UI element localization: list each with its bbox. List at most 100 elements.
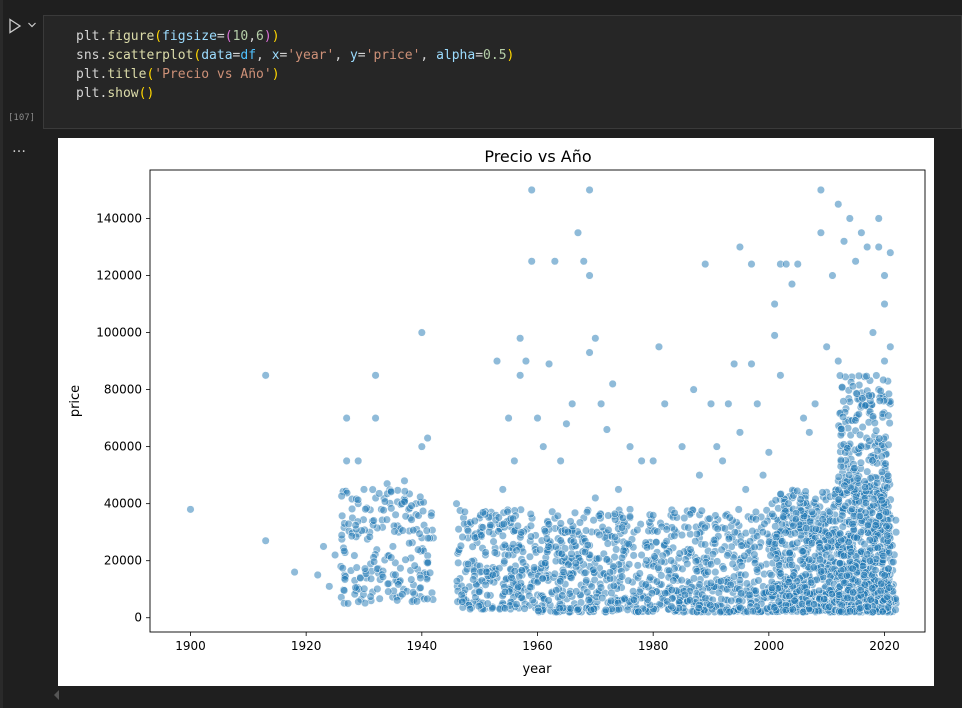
scatter-chart: Precio vs Año 1900 1920 1940 1960 1980 2000 20… (68, 147, 926, 677)
scatter-point (700, 523, 710, 532)
scatter-point (837, 607, 846, 616)
scatter-point (701, 594, 710, 603)
output-menu-button[interactable]: … (12, 140, 27, 156)
scatter-point (344, 519, 353, 528)
scroll-left-icon[interactable] (54, 690, 60, 700)
scatter-point (637, 550, 646, 560)
scatter-point (591, 493, 600, 503)
code-line[interactable]: sns.scatterplot(data=df, x='year', y='pr… (76, 48, 514, 63)
scatter-point (851, 416, 860, 425)
scatter-point (876, 386, 885, 395)
scatter-point (454, 525, 463, 534)
scatter-point (407, 515, 416, 524)
scatter-point (425, 568, 435, 577)
execution-count: [107] (8, 113, 36, 123)
scatter-point (848, 382, 858, 391)
scatter-point (695, 471, 704, 480)
scatter-point (373, 584, 382, 593)
scatter-point (581, 568, 590, 577)
code-token: ( (138, 86, 147, 101)
scatter-point (535, 545, 545, 554)
scatter-point (325, 582, 334, 591)
scatter-point (766, 551, 775, 560)
scatter-point (872, 371, 881, 380)
scatter-point (796, 556, 805, 565)
scatter-point (868, 584, 877, 593)
scatter-point (781, 528, 790, 537)
scatter-point (338, 511, 347, 520)
scatter-point (573, 605, 582, 614)
scatter-point (781, 606, 790, 615)
scatter-point (784, 499, 793, 508)
scatter-point (624, 576, 633, 585)
scatter-point (581, 548, 590, 557)
scatter-point (876, 586, 885, 595)
scatter-point (802, 523, 811, 533)
scatter-point (776, 569, 785, 578)
scatter-point (760, 519, 769, 528)
scatter-point (393, 596, 402, 605)
scatter-point (836, 529, 845, 538)
scatter-point (503, 507, 512, 516)
scatter-point (527, 185, 536, 195)
scatter-point (492, 357, 502, 366)
code-token: , (334, 48, 350, 63)
code-line[interactable]: plt.figure(figsize=(10,6)) (76, 29, 280, 44)
scatter-point (637, 456, 646, 465)
scatter-point (774, 597, 783, 606)
scatter-point (620, 594, 629, 603)
scatter-point (610, 509, 619, 518)
scatter-point (770, 603, 779, 612)
scatter-point (646, 573, 655, 582)
code-editor[interactable]: plt.figure(figsize=(10,6)) sns.scatterpl… (43, 15, 962, 129)
scatter-point (875, 512, 884, 521)
scatter-point (460, 507, 469, 516)
x-tick-label: 2020 (869, 639, 900, 653)
scatter-point (677, 576, 686, 585)
scatter-point (787, 280, 797, 289)
scatter-point (751, 586, 760, 595)
scatter-point (416, 492, 425, 501)
chevron-down-icon[interactable] (27, 20, 37, 30)
scatter-point (851, 257, 860, 266)
scatter-point (880, 571, 889, 580)
scatter-point (720, 524, 730, 533)
scatter-point (746, 537, 755, 546)
scatter-point (863, 467, 872, 476)
scatter-point (771, 496, 780, 505)
chart-title: Precio vs Año (484, 147, 591, 166)
scatter-point (843, 593, 852, 602)
scatter-point (748, 607, 757, 616)
scatter-point (824, 531, 833, 540)
scatter-point (884, 440, 893, 449)
scatter-point (359, 485, 369, 494)
scatter-point (417, 442, 426, 451)
scatter-point (572, 587, 581, 596)
scatter-point (868, 607, 877, 617)
scatter-point (862, 372, 871, 381)
scatter-point (618, 513, 627, 523)
scatter-point (361, 599, 370, 608)
y-axis-label: price (68, 385, 83, 417)
scatter-point (695, 580, 704, 589)
run-cell-icon[interactable] (8, 18, 22, 34)
scatter-point (747, 260, 756, 269)
code-line[interactable]: plt.title('Precio vs Año') (76, 67, 280, 82)
scatter-point (878, 467, 887, 476)
scatter-point (737, 589, 746, 598)
scatter-point (863, 520, 873, 529)
scatter-point (598, 593, 607, 602)
scatter-point (801, 570, 810, 579)
scatter-point (351, 521, 360, 530)
scatter-point (807, 507, 816, 516)
scatter-point (883, 483, 892, 492)
scatter-point (728, 559, 737, 568)
scatter-point (751, 558, 760, 568)
scatter-point (861, 401, 870, 410)
code-line[interactable]: plt.show() (76, 86, 154, 101)
scatter-point (464, 526, 473, 535)
scatter-point (848, 564, 857, 573)
scatter-point (855, 511, 864, 521)
scatter-point (805, 555, 814, 564)
scatter-point (564, 560, 573, 569)
